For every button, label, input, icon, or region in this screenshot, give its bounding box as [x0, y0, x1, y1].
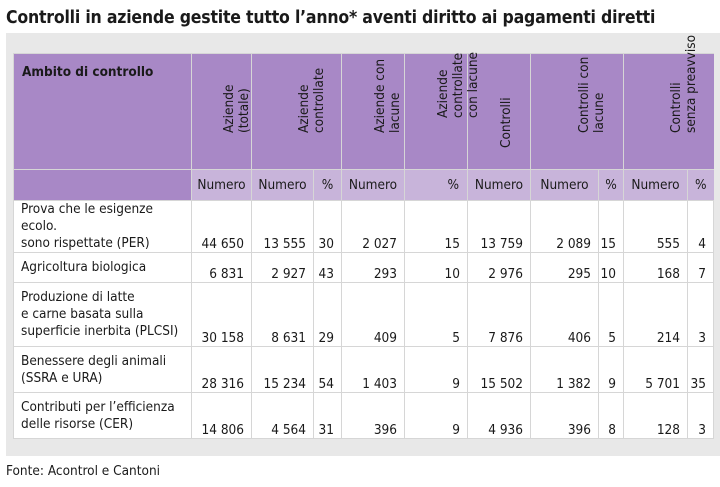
- table-cell: 54: [313, 346, 342, 393]
- subheader-cell: Numero: [530, 169, 599, 201]
- table-cell: 15 502: [467, 346, 531, 393]
- header-col-aziende-controllate-lacune: Aziende controllate con lacune: [404, 52, 481, 170]
- subheader-cell: Numero: [191, 169, 252, 201]
- table-cell: 15: [598, 200, 624, 253]
- table-cell: 2 927: [251, 252, 314, 283]
- table-row: Contributi per l’efficienza delle risors…: [13, 392, 714, 439]
- table-cell: 6 831: [191, 252, 252, 283]
- table-cell: 35: [687, 346, 714, 393]
- table-cell: 1 403: [341, 346, 405, 393]
- table-cell: 5: [404, 282, 468, 347]
- page-title: Controlli in aziende gestite tutto l’ann…: [6, 8, 656, 28]
- table-cell: 14 806: [191, 392, 252, 439]
- table-cell: 5: [598, 282, 624, 347]
- row-label: Contributi per l’efficienza delle risors…: [13, 392, 192, 439]
- table-cell: 15: [404, 200, 468, 253]
- table-cell: 4 936: [467, 392, 531, 439]
- table-cell: 13 555: [251, 200, 314, 253]
- header-col-aziende-con-lacune: Aziende con lacune: [341, 53, 405, 170]
- subheader-cell: Numero: [251, 169, 314, 201]
- subheader-cell: Numero: [341, 169, 405, 201]
- table-row: Produzione di latte e carne basata sulla…: [13, 282, 714, 347]
- table-cell: 3: [687, 392, 714, 439]
- header-label: Aziende (totale): [220, 84, 252, 133]
- table-cell: 2 976: [467, 252, 531, 283]
- subheader-cell: %: [313, 169, 342, 201]
- table-cell: 4 564: [251, 392, 314, 439]
- header-row: Ambito di controllo Aziende (totale) Azi…: [13, 35, 714, 170]
- subheader-cell: %: [598, 169, 624, 201]
- table-cell: 128: [623, 392, 688, 439]
- header-col-controlli: Controlli: [467, 53, 531, 170]
- table-cell: 3: [687, 282, 714, 347]
- subheader-row: Numero Numero % Numero % Numero Numero %…: [13, 169, 714, 201]
- table-cell: 8 631: [251, 282, 314, 347]
- subheader-cell: %: [404, 169, 468, 201]
- controls-table: Ambito di controllo Aziende (totale) Azi…: [13, 35, 714, 439]
- subheader-cell: %: [687, 169, 714, 201]
- table-cell: 10: [404, 252, 468, 283]
- table-cell: 406: [530, 282, 599, 347]
- table-row: Benessere degli animali (SSRA e URA) 28 3…: [13, 346, 714, 393]
- table-row: Agricoltura biologica 6 831 2 927 43 293 10 2 …: [13, 252, 714, 283]
- table-cell: 293: [341, 252, 405, 283]
- table-cell: 2 089: [530, 200, 599, 253]
- table-cell: 409: [341, 282, 405, 347]
- table-row: Prova che le esigenze ecolo. sono rispet…: [13, 200, 714, 253]
- header-col-aziende-totale: Aziende (totale): [191, 53, 252, 170]
- table-cell: 396: [530, 392, 599, 439]
- source-note: Fonte: Acontrol e Cantoni: [6, 463, 161, 479]
- subheader-corner: [13, 169, 192, 201]
- subheader-cell: Numero: [623, 169, 688, 201]
- header-label: Controlli con lacune: [576, 56, 607, 133]
- table-cell: 168: [623, 252, 688, 283]
- table-cell: 7 876: [467, 282, 531, 347]
- row-label: Prova che le esigenze ecolo. sono rispet…: [13, 200, 192, 253]
- table-cell: 10: [598, 252, 624, 283]
- table-cell: 555: [623, 200, 688, 253]
- header-col-aziende-controllate: Aziende controllate: [251, 53, 342, 170]
- table-cell: 214: [623, 282, 688, 347]
- table-cell: 2 027: [341, 200, 405, 253]
- header-col-controlli-senza-preavviso: Controlli senza preavviso: [623, 35, 714, 170]
- table-cell: 396: [341, 392, 405, 439]
- table-cell: 9: [404, 346, 468, 393]
- row-label: Benessere degli animali (SSRA e URA): [13, 346, 192, 393]
- header-label: Aziende con lacune: [372, 58, 403, 133]
- table-cell: 30: [313, 200, 342, 253]
- subheader-cell: Numero: [467, 169, 531, 201]
- table-cell: 29: [313, 282, 342, 347]
- header-col-controlli-con-lacune: Controlli con lacune: [530, 53, 624, 170]
- table-cell: 1 382: [530, 346, 599, 393]
- header-corner: Ambito di controllo: [13, 53, 192, 170]
- table-cell: 8: [598, 392, 624, 439]
- table-cell: 295: [530, 252, 599, 283]
- table-cell: 5 701: [623, 346, 688, 393]
- table-cell: 31: [313, 392, 342, 439]
- table-cell: 43: [313, 252, 342, 283]
- row-label: Produzione di latte e carne basata sulla…: [13, 282, 192, 347]
- header-label: Aziende controllate: [295, 67, 327, 133]
- table-cell: 7: [687, 252, 714, 283]
- table-cell: 15 234: [251, 346, 314, 393]
- table-cell: 4: [687, 200, 714, 253]
- table-cell: 30 158: [191, 282, 252, 347]
- row-label: Agricoltura biologica: [13, 252, 192, 283]
- header-label: Controlli senza preavviso: [667, 34, 699, 133]
- table-cell: 13 759: [467, 200, 531, 253]
- table-cell: 44 650: [191, 200, 252, 253]
- header-label: Controlli: [498, 97, 514, 148]
- table-cell: 9: [598, 346, 624, 393]
- table-cell: 28 316: [191, 346, 252, 393]
- table-cell: 9: [404, 392, 468, 439]
